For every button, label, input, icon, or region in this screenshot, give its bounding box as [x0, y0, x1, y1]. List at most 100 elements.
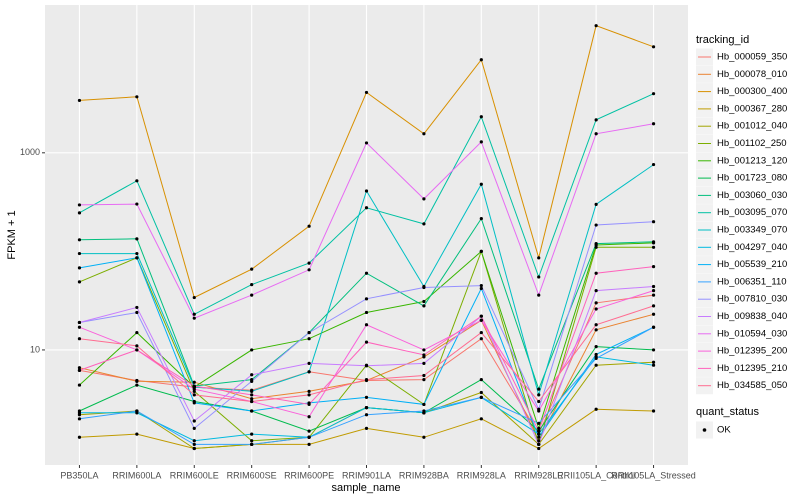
data-point: [479, 318, 483, 322]
data-point: [422, 361, 426, 366]
data-point: [651, 220, 656, 224]
data-point: [594, 288, 598, 293]
data-point: [422, 353, 426, 357]
data-point: [192, 446, 196, 451]
data-point: [594, 132, 598, 136]
data-point: [364, 189, 369, 193]
data-point: [192, 389, 196, 393]
data-point: [77, 411, 82, 415]
data-point: [250, 439, 254, 443]
data-point: [192, 312, 196, 316]
data-point: [77, 266, 82, 270]
data-point: [364, 323, 369, 327]
legend-label: Hb_006351_110: [717, 276, 787, 287]
data-point: [77, 238, 82, 242]
data-point: [594, 24, 598, 28]
data-point: [651, 245, 656, 249]
data-point: [479, 286, 483, 291]
data-point: [307, 361, 311, 366]
data-point: [250, 432, 254, 436]
data-point: [479, 182, 483, 186]
data-point: [479, 330, 483, 335]
data-point: [651, 293, 656, 297]
data-point: [364, 364, 369, 368]
legend-label: Hb_000300_400: [717, 86, 787, 97]
data-point: [77, 211, 82, 215]
data-point: [77, 320, 82, 325]
data-point: [594, 271, 598, 275]
data-point: [135, 179, 139, 183]
data-point: [364, 271, 369, 275]
data-point: [594, 363, 598, 367]
data-point: [192, 380, 196, 384]
data-point: [364, 206, 369, 210]
data-point: [479, 314, 483, 318]
data-point: [651, 284, 656, 289]
data-point: [651, 312, 656, 316]
data-point: [651, 288, 656, 293]
data-point: [135, 330, 139, 335]
data-point: [651, 304, 656, 308]
data-point: [422, 304, 426, 308]
data-point: [77, 203, 82, 207]
x-tick-label: RRIM600LE: [170, 470, 219, 480]
data-point: [594, 328, 598, 332]
data-point: [250, 442, 254, 447]
legend-label: Hb_003095_070: [717, 207, 787, 218]
data-point: [422, 197, 426, 201]
data-point: [651, 162, 656, 167]
data-point: [307, 337, 311, 341]
data-point: [651, 122, 656, 126]
data-point: [135, 237, 139, 241]
legend-label: Hb_000078_010: [717, 69, 787, 80]
data-point: [307, 261, 311, 265]
data-point: [135, 344, 139, 348]
legend-label: Hb_034585_050: [717, 380, 787, 391]
data-point: [135, 379, 139, 383]
data-point: [77, 368, 82, 372]
data-point: [594, 301, 598, 305]
data-point: [479, 249, 483, 253]
data-point: [594, 307, 598, 311]
x-tick-label: RRIM928LA: [457, 470, 506, 480]
data-point: [77, 98, 82, 103]
data-point: [250, 283, 254, 287]
x-tick-label: RRIM928BA: [399, 470, 449, 480]
data-point: [651, 45, 656, 49]
legend-label: Hb_001723_080: [717, 173, 787, 184]
data-point: [537, 387, 541, 391]
data-point: [364, 413, 369, 417]
data-point: [135, 432, 139, 436]
data-point: [77, 251, 82, 256]
legend-label: Hb_012395_200: [717, 346, 787, 357]
data-point: [135, 348, 139, 352]
data-point: [307, 370, 311, 374]
data-point: [537, 446, 541, 451]
data-point: [479, 378, 483, 382]
data-point: [364, 297, 369, 301]
data-point: [651, 325, 656, 329]
data-point: [250, 267, 254, 271]
data-point: [135, 409, 139, 413]
data-point: [537, 439, 541, 443]
x-tick-label: RRII105LA_Control: [557, 470, 635, 480]
data-point: [651, 92, 656, 96]
data-point: [422, 409, 426, 413]
data-point: [364, 395, 369, 399]
data-point: [307, 330, 311, 335]
data-point: [250, 409, 254, 413]
data-point: [364, 340, 369, 344]
data-point: [192, 426, 196, 430]
legend-swatch: [702, 428, 707, 432]
data-point: [307, 224, 311, 228]
data-point: [135, 383, 139, 387]
data-point: [422, 348, 426, 352]
data-point: [364, 141, 369, 145]
x-tick-label: RRII105LA_Stressed: [611, 470, 696, 480]
data-point: [192, 393, 196, 397]
data-point: [77, 417, 82, 421]
data-point: [364, 426, 369, 430]
data-point: [307, 389, 311, 393]
legend-label: Hb_000059_350: [717, 52, 787, 63]
